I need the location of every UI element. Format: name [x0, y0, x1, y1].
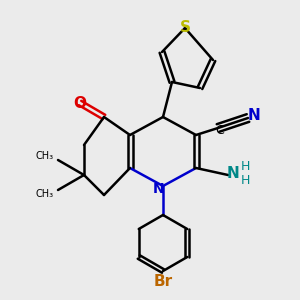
Text: CH₃: CH₃ [36, 151, 54, 161]
Text: H: H [240, 175, 250, 188]
Text: N: N [226, 166, 239, 181]
Text: C: C [216, 124, 224, 137]
Text: H: H [240, 160, 250, 172]
Text: Br: Br [153, 274, 172, 289]
Text: O: O [74, 95, 86, 110]
Text: S: S [179, 20, 191, 35]
Text: N: N [153, 182, 165, 196]
Text: N: N [248, 109, 260, 124]
Text: CH₃: CH₃ [36, 189, 54, 199]
